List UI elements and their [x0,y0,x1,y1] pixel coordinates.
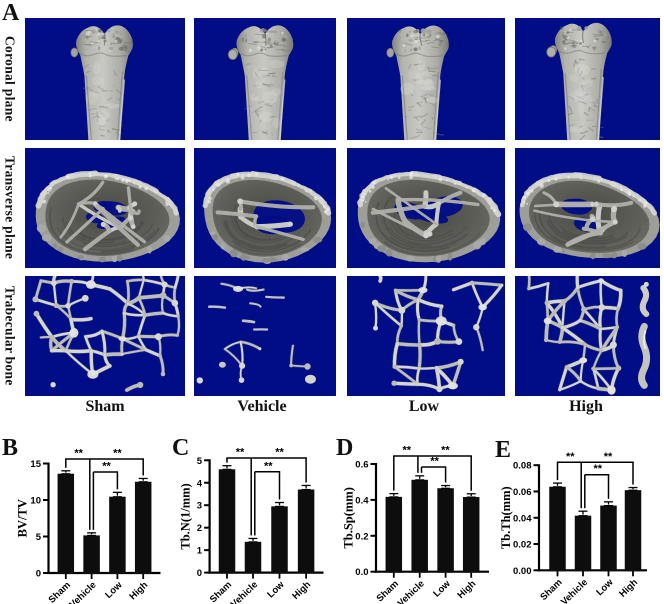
significance-label: ** [402,445,411,457]
x-category-label: Vehicle [229,579,260,604]
bar-low [600,505,617,572]
significance-label: ** [275,447,284,459]
y-tick-label: 1 [197,546,203,557]
row-label-coronal-plane: Coronal plane [1,18,18,140]
y-tick-label: 0 [197,568,202,579]
bar-low [271,506,288,574]
y-tick-label: 3 [197,501,202,512]
x-category-label: High [127,580,150,603]
bar-vehicle [411,479,428,573]
microct-coronal-low [347,18,505,140]
significance-label: ** [441,445,450,457]
significance-label: ** [74,448,83,460]
y-tick-label: 0 [36,569,41,580]
y-tick-label: 0.04 [513,513,532,524]
y-tick-label: 5 [36,532,42,543]
microct-trabecular-high [515,276,660,396]
x-category-label: Vehicle [67,580,98,604]
significance-label: ** [604,451,613,463]
bar-sham [57,473,75,574]
microct-trabecular-sham [25,276,185,396]
x-category-label: Low [594,577,616,599]
bar-high [624,490,642,572]
microct-transverse-vehicle [194,148,336,268]
x-category-label: High [617,577,640,600]
panel-b-label: B [2,435,19,461]
chart-panel-E: 0.000.020.040.060.08Tb.Th(mm)ShamVehicle… [499,451,647,604]
y-axis-title: Tb.N(1/mm) [179,483,193,549]
bar-high [297,489,315,574]
column-label-low: Low [408,398,440,415]
significance-label: ** [113,448,122,460]
bar-sham [218,469,236,574]
row-label-transverse-plane-text: Transverse plane [2,156,18,260]
column-label-high: High [569,398,603,415]
significance-label: ** [566,451,575,463]
bar-high [134,481,152,574]
microct-trabecular-vehicle [194,276,336,396]
panel-c-label: C [172,435,190,461]
bar-high [462,497,480,573]
microct-transverse-high [515,148,660,268]
y-tick-label: 0.6 [355,460,368,471]
y-tick-label: 0.08 [513,461,532,472]
bar-vehicle [244,541,262,574]
significance-label: ** [430,456,439,468]
y-tick-label: 10 [30,496,41,507]
column-label-vehicle: Vehicle [237,398,287,415]
bar-low [437,488,454,573]
y-axis-title: BV/TV [16,499,30,537]
x-category-label: High [455,578,478,601]
significance-label: ** [264,460,273,472]
row-label-trabecular-bone-text: Trabecular bone [2,286,18,386]
significance-label: ** [593,463,602,475]
y-tick-label: 2 [197,523,202,534]
y-tick-label: 5 [197,456,203,467]
bar-vehicle [574,515,592,572]
panel-d-label: D [336,435,354,461]
row-label-trabecular-bone: Trabecular bone [1,276,18,396]
x-category-label: Low [103,579,125,601]
x-category-label: Low [265,579,287,601]
y-tick-label: 4 [197,478,203,489]
y-tick-label: 0.02 [513,540,532,551]
row-label-coronal-plane-text: Coronal plane [2,36,18,122]
significance-label: ** [236,447,245,459]
row-label-transverse-plane: Transverse plane [1,148,18,268]
y-tick-label: 0.4 [355,495,369,506]
y-tick-label: 0.2 [355,531,368,542]
y-tick-label: 15 [30,459,41,470]
significance-label: ** [102,461,111,473]
y-tick-label: 0.00 [513,566,532,577]
panel-a-label: A [2,0,20,26]
x-category-label: Low [431,578,453,600]
x-category-label: Vehicle [559,577,590,604]
y-tick-label: 0.0 [355,567,368,578]
y-axis-title: Tb.Th(mm) [499,486,513,549]
microct-trabecular-low [347,276,505,396]
y-tick-label: 0.06 [513,487,532,498]
bar-vehicle [83,535,100,574]
column-label-sham: Sham [85,398,125,415]
x-category-label: Vehicle [396,578,427,604]
panel-e-label: E [495,437,512,463]
x-category-label: High [290,579,313,602]
microct-coronal-vehicle [194,18,336,140]
microct-coronal-high [515,18,660,140]
y-axis-title: Tb.Sp(mm) [342,487,356,548]
microct-coronal-sham [25,18,185,140]
microct-transverse-low [347,148,505,268]
bar-low [109,496,126,574]
bar-sham [385,496,403,573]
microct-transverse-sham [25,148,185,268]
bar-sham [549,486,566,572]
